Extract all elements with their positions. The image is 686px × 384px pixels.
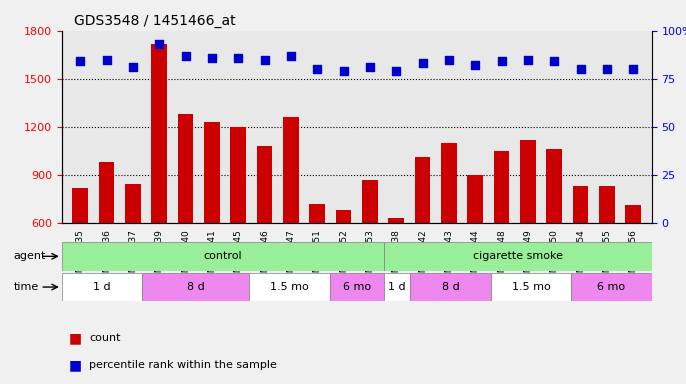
Point — [602, 66, 613, 72]
Text: 1.5 mo: 1.5 mo — [512, 282, 550, 292]
FancyBboxPatch shape — [383, 242, 652, 271]
Bar — [309, 204, 325, 319]
Bar — [335, 210, 351, 319]
Text: agent: agent — [14, 251, 46, 262]
FancyBboxPatch shape — [62, 242, 383, 271]
FancyBboxPatch shape — [490, 273, 571, 301]
Text: time: time — [14, 282, 39, 292]
Point — [391, 68, 402, 74]
Bar — [230, 127, 246, 319]
Bar — [152, 43, 167, 319]
FancyBboxPatch shape — [571, 273, 652, 301]
Bar — [626, 205, 641, 319]
Bar — [414, 157, 431, 319]
Point — [417, 60, 428, 66]
Bar — [257, 146, 272, 319]
Bar — [204, 122, 220, 319]
Bar — [283, 117, 299, 319]
Text: 6 mo: 6 mo — [343, 282, 370, 292]
Point — [496, 58, 507, 65]
Point — [628, 66, 639, 72]
Bar — [467, 175, 483, 319]
Text: ■: ■ — [69, 331, 82, 345]
Bar — [599, 186, 615, 319]
Bar — [520, 139, 536, 319]
Point — [233, 55, 244, 61]
Text: percentile rank within the sample: percentile rank within the sample — [89, 360, 277, 370]
Point — [364, 64, 375, 70]
Text: 1.5 mo: 1.5 mo — [270, 282, 309, 292]
Point — [206, 55, 217, 61]
Bar — [546, 149, 562, 319]
Point — [338, 68, 349, 74]
Bar — [72, 187, 88, 319]
Point — [443, 56, 454, 63]
Bar — [494, 151, 510, 319]
Bar — [441, 143, 457, 319]
Point — [549, 58, 560, 65]
Text: ■: ■ — [69, 358, 82, 372]
Point — [75, 58, 86, 65]
Bar — [125, 184, 141, 319]
Text: control: control — [203, 251, 242, 262]
Bar — [388, 218, 404, 319]
Bar — [573, 186, 589, 319]
Point — [311, 66, 322, 72]
Point — [575, 66, 586, 72]
Bar — [178, 114, 193, 319]
Bar — [362, 180, 378, 319]
FancyBboxPatch shape — [62, 273, 142, 301]
Text: count: count — [89, 333, 121, 343]
FancyBboxPatch shape — [330, 273, 383, 301]
Text: 8 d: 8 d — [442, 282, 460, 292]
Point — [154, 41, 165, 47]
Point — [101, 56, 112, 63]
Text: 1 d: 1 d — [93, 282, 110, 292]
Point — [259, 56, 270, 63]
Point — [180, 53, 191, 59]
FancyBboxPatch shape — [410, 273, 490, 301]
Text: cigarette smoke: cigarette smoke — [473, 251, 563, 262]
FancyBboxPatch shape — [383, 273, 410, 301]
Text: 1 d: 1 d — [388, 282, 405, 292]
Point — [128, 64, 139, 70]
Point — [470, 62, 481, 68]
Point — [523, 56, 534, 63]
Text: 8 d: 8 d — [187, 282, 204, 292]
Text: 6 mo: 6 mo — [598, 282, 626, 292]
Text: GDS3548 / 1451466_at: GDS3548 / 1451466_at — [73, 14, 235, 28]
Point — [285, 53, 296, 59]
Bar — [99, 162, 115, 319]
FancyBboxPatch shape — [142, 273, 250, 301]
FancyBboxPatch shape — [250, 273, 330, 301]
